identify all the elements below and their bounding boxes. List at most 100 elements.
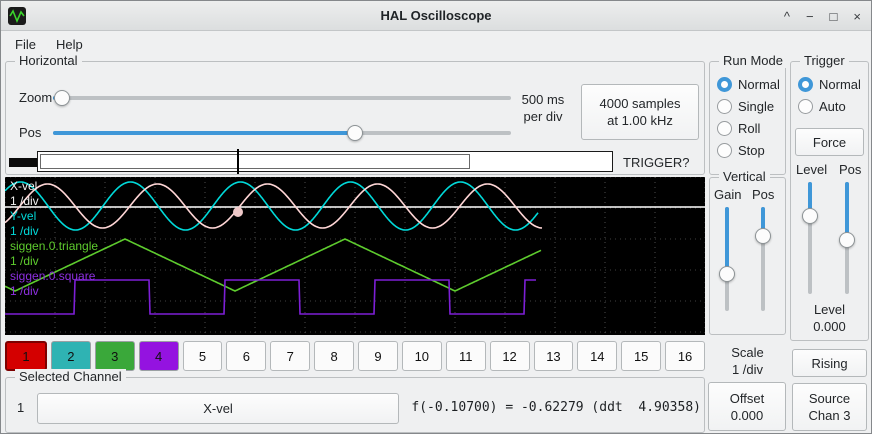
trigger-pos-slider-fill (845, 182, 849, 241)
run-mode-radio-normal[interactable]: Normal (717, 77, 780, 92)
channel-button-7[interactable]: 7 (270, 341, 311, 371)
radio-label: Stop (738, 143, 765, 158)
trigger-position-marker (237, 149, 239, 174)
radio-indicator (798, 99, 813, 114)
gain-slider-handle[interactable] (719, 265, 735, 282)
channel-button-13[interactable]: 13 (533, 341, 574, 371)
radio-label: Normal (819, 77, 861, 92)
window-title: HAL Oscilloscope (380, 8, 492, 23)
pos-slider-handle[interactable] (347, 125, 364, 141)
channel-button-8[interactable]: 8 (314, 341, 354, 371)
selected-channel-number: 1 (17, 400, 25, 415)
minimize-button[interactable]: − (805, 8, 814, 24)
channel-button-12[interactable]: 12 (489, 341, 530, 371)
channel-name-button[interactable]: X-vel (37, 393, 399, 424)
maximize-button[interactable]: □ (829, 8, 838, 24)
trigger-pos-label: Pos (839, 162, 862, 177)
radio-indicator (717, 121, 732, 136)
zoom-slider-handle[interactable] (54, 90, 71, 106)
channel-button-16[interactable]: 16 (665, 341, 705, 371)
channel-button-2[interactable]: 2 (50, 341, 91, 371)
vertical-pos-slider-groove (761, 207, 765, 311)
offset-label: Offset (729, 390, 765, 406)
radio-label: Auto (819, 99, 846, 114)
menu-help[interactable]: Help (55, 37, 83, 52)
scope-label: 1 /div (10, 284, 39, 298)
scope-label: 1 /div (10, 194, 39, 208)
scope-label: siggen.0.square (10, 269, 96, 283)
app-icon[interactable] (8, 7, 26, 25)
trigger-level-slider-handle[interactable] (802, 207, 818, 224)
trace-siggen-0-triangle (5, 238, 542, 292)
samples-button[interactable]: 4000 samples at 1.00 kHz (581, 84, 699, 140)
gain-slider[interactable] (718, 207, 736, 311)
channel-button-14[interactable]: 14 (577, 341, 618, 371)
channel-button-1[interactable]: 1 (5, 341, 47, 371)
zoom-slider[interactable] (53, 89, 511, 107)
scope-waveforms (5, 177, 705, 335)
scope-channel-labels: X-vel 1 /div Y-vel 1 /div siggen.0.triangle 1… (10, 179, 98, 299)
trigger-level-slider-groove (808, 182, 812, 294)
shade-button[interactable]: ^ (783, 8, 790, 24)
trigger-pos-slider[interactable] (838, 182, 856, 294)
channel-button-15[interactable]: 15 (621, 341, 662, 371)
scale-label: Scale (731, 345, 764, 360)
trigger-point-marker (233, 207, 243, 217)
run-mode-radio-single[interactable]: Single (717, 99, 780, 114)
gain-slider-fill (725, 207, 729, 274)
radio-label: Single (738, 99, 775, 114)
pos-slider-fill (53, 131, 356, 135)
trigger-edge-label: Rising (811, 355, 848, 371)
scope-label: siggen.0.triangle (10, 239, 99, 253)
trigger-source-button[interactable]: Source Chan 3 (792, 383, 867, 431)
vertical-pos-slider[interactable] (754, 207, 772, 311)
run-mode-title: Run Mode (719, 53, 787, 68)
vertical-title: Vertical (719, 169, 770, 184)
run-mode-radio-stop[interactable]: Stop (717, 143, 780, 158)
zoom-label: Zoom (19, 90, 53, 105)
selected-channel-group: Selected Channel (5, 369, 705, 433)
channel-button-3[interactable]: 3 (94, 341, 135, 371)
scope-display[interactable]: X-vel 1 /div Y-vel 1 /div siggen.0.triangle 1… (5, 177, 705, 335)
menu-file[interactable]: File (15, 37, 36, 52)
trigger-radio-auto[interactable]: Auto (798, 99, 861, 114)
scope-label: X-vel (10, 179, 38, 193)
horizontal-group-title: Horizontal (15, 53, 82, 68)
vertical-pos-label: Pos (752, 187, 775, 202)
trigger-level-slider[interactable] (801, 182, 819, 294)
channel-button-6[interactable]: 6 (226, 341, 267, 371)
samples-count: 4000 samples (599, 96, 681, 111)
record-extent-bar (40, 154, 470, 169)
radio-label: Normal (738, 77, 780, 92)
channel-name-label: X-vel (203, 401, 233, 416)
pretrigger-bar (9, 158, 37, 167)
pos-label: Pos (19, 125, 42, 140)
selected-channel-title: Selected Channel (15, 369, 126, 384)
trace-x-vel (5, 183, 543, 229)
run-mode-radio-roll[interactable]: Roll (717, 121, 780, 136)
close-button[interactable]: × (853, 8, 861, 24)
trigger-edge-button[interactable]: Rising (792, 349, 867, 377)
trigger-pos-slider-handle[interactable] (839, 232, 855, 249)
trigger-level-readout-value: 0.000 (813, 319, 846, 334)
trigger-radio-normal[interactable]: Normal (798, 77, 861, 92)
channel-button-5[interactable]: 5 (182, 341, 223, 371)
offset-button[interactable]: Offset 0.000 (708, 382, 786, 431)
pos-slider[interactable] (53, 124, 511, 142)
scale-value: 1 /div (731, 362, 764, 377)
channel-value-readout: f(-0.10700) = -0.62279 (ddt 4.90358) (411, 400, 701, 415)
force-button[interactable]: Force (795, 128, 864, 156)
channel-button-11[interactable]: 11 (445, 341, 486, 371)
channel-button-row: 1 2 3 4 5 6 7 8 9 10 11 12 13 14 15 16 (5, 341, 705, 371)
vertical-pos-slider-handle[interactable] (755, 228, 771, 245)
force-button-label: Force (812, 134, 847, 150)
radio-indicator (717, 143, 732, 158)
trace-y-vel (5, 181, 539, 231)
channel-button-9[interactable]: 9 (358, 341, 398, 371)
trace-siggen-0-square (5, 279, 536, 315)
zoom-slider-groove (53, 96, 511, 100)
channel-button-10[interactable]: 10 (401, 341, 442, 371)
trigger-group: Trigger (790, 53, 869, 341)
channel-button-4[interactable]: 4 (138, 341, 179, 371)
